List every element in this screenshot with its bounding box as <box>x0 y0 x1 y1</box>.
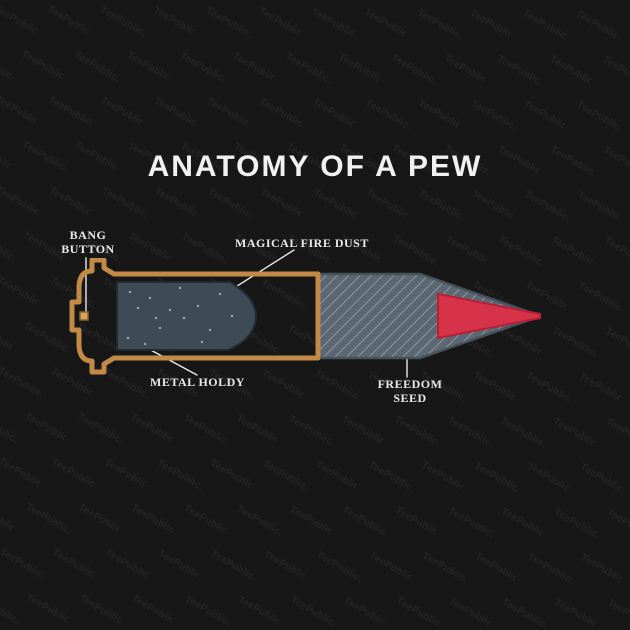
primer <box>80 312 88 320</box>
bullet-diagram <box>60 258 580 388</box>
powder-region <box>117 282 256 350</box>
label-bang-button: BANGBUTTON <box>52 228 124 256</box>
label-magical-fire-dust: MAGICAL FIRE DUST <box>235 236 369 251</box>
page-title: ANATOMY OF A PEW <box>0 150 630 184</box>
